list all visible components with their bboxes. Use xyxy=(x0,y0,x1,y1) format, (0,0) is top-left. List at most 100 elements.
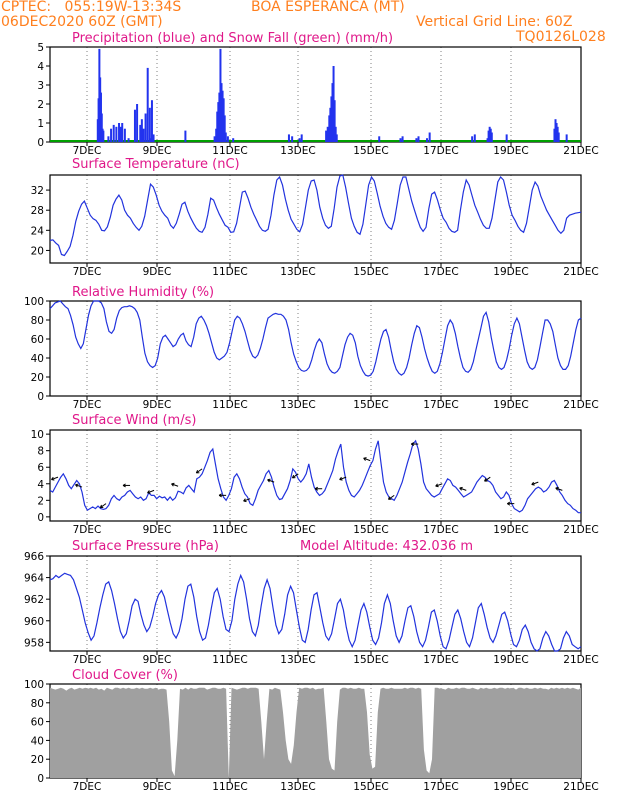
precip-bar-77 xyxy=(565,134,568,142)
precip-ytick-label-1: 1 xyxy=(37,118,44,130)
humidity-ytick-label-0: 0 xyxy=(37,391,44,403)
wind-arrow-shaft-4 xyxy=(147,489,155,494)
wind-arrow-shaft-0 xyxy=(51,476,59,481)
precip-xtick-label-7: 21DEC xyxy=(563,145,598,157)
precip-bar-33 xyxy=(218,92,221,142)
wind-arrow-3 xyxy=(122,483,131,488)
precip-bar-43 xyxy=(287,134,290,142)
humidity-ytick-label-1: 20 xyxy=(31,372,44,384)
humidity-ytick-label-2: 40 xyxy=(31,353,44,365)
precip-bar-60 xyxy=(417,136,420,142)
precip-xtick-label-6: 19DEC xyxy=(493,145,528,157)
pressure-annotation: Model Altitude: 432.036 m xyxy=(300,539,473,554)
precip-bar-55 xyxy=(334,126,337,142)
precip-bar-53 xyxy=(332,66,335,142)
precip-xtick-label-1: 9DEC xyxy=(143,145,172,157)
humidity-title: Relative Humidity (%) xyxy=(72,285,214,300)
precip-bar-37 xyxy=(222,98,225,142)
header-location: BOA ESPERANCA (MT) xyxy=(251,0,405,15)
precip-bar-70 xyxy=(490,132,493,142)
precip-bar-25 xyxy=(150,100,153,142)
cloud-cover-area xyxy=(50,687,581,778)
wind-arrow-head-b-20 xyxy=(531,481,535,485)
precip-bar-13 xyxy=(119,126,122,142)
humidity-ytick-label-3: 60 xyxy=(31,334,44,346)
header-grid-note: Vertical Grid Line: 60Z xyxy=(416,14,573,30)
wind-arrow-head-b-10 xyxy=(291,474,295,479)
precip-bar-48 xyxy=(326,126,329,142)
precip-bar-54 xyxy=(333,100,336,142)
precip-bar-7 xyxy=(102,130,105,142)
precip-bar-51 xyxy=(330,96,333,142)
temperature-xtick-label-1: 9DEC xyxy=(143,266,172,278)
precip-plot-frame xyxy=(49,46,582,143)
wind-arrow-11 xyxy=(314,486,323,491)
precip-bar-46 xyxy=(300,134,303,142)
precip-bar-28 xyxy=(151,136,154,142)
precip-bar-65 xyxy=(473,134,476,142)
humidity-xtick-label-5: 17DEC xyxy=(423,399,458,411)
cloud-ytick-label-0: 0 xyxy=(37,773,44,785)
cloud-xtick-label-3: 13DEC xyxy=(280,781,315,793)
wind-arrow-head-b-21 xyxy=(555,486,559,489)
wind-arrow-9 xyxy=(267,478,275,483)
temperature-ytick-label-0: 20 xyxy=(31,245,44,257)
wind-arrow-14 xyxy=(388,494,395,500)
pressure-xtick-label-7: 21DEC xyxy=(563,654,598,666)
wind-arrow-15 xyxy=(410,442,419,447)
precip-bar-29 xyxy=(184,130,187,142)
wind-ytick-label-3: 6 xyxy=(37,462,44,474)
temperature-ytick-label-1: 24 xyxy=(31,225,45,237)
precip-ytick-label-5: 5 xyxy=(37,42,44,54)
pressure-title: Surface Pressure (hPa) xyxy=(72,539,219,554)
precip-bar-40 xyxy=(226,136,229,142)
precip-xtick-label-4: 15DEC xyxy=(353,145,388,157)
precip-bar-59 xyxy=(415,138,418,142)
precip-ytick-label-3: 3 xyxy=(37,80,44,92)
precip-bar-39 xyxy=(224,132,227,142)
temperature-xtick-label-6: 19DEC xyxy=(493,266,528,278)
precip-bar-23 xyxy=(146,67,149,142)
humidity-xtick-label-3: 13DEC xyxy=(280,399,315,411)
pressure-xtick-label-2: 11DEC xyxy=(212,654,247,666)
wind-arrow-head-b-6 xyxy=(195,469,199,474)
pressure-ytick-label-1: 960 xyxy=(24,616,44,628)
wind-arrow-head-b-15 xyxy=(410,442,415,445)
wind-xtick-label-5: 17DEC xyxy=(423,524,458,536)
precip-bar-50 xyxy=(329,107,332,142)
temperature-ytick-label-2: 28 xyxy=(31,205,44,217)
wind-arrow-shaft-8 xyxy=(243,498,251,502)
temperature-xtick-label-4: 15DEC xyxy=(353,266,388,278)
humidity-series-line xyxy=(49,300,582,377)
pressure-plot-frame xyxy=(49,555,582,652)
wind-arrow-0 xyxy=(51,476,59,481)
wind-arrow-head-b-7 xyxy=(218,493,222,496)
cloud-ytick-label-3: 60 xyxy=(31,717,44,729)
pressure-xtick-label-3: 13DEC xyxy=(280,654,315,666)
wind-arrow-shaft-21 xyxy=(555,487,563,491)
humidity-plot-frame xyxy=(49,300,582,397)
precip-bar-16 xyxy=(127,138,130,142)
pressure-ytick-label-3: 964 xyxy=(24,573,44,585)
temperature-xtick-label-5: 17DEC xyxy=(423,266,458,278)
pressure-ytick-label-4: 966 xyxy=(24,551,44,563)
wind-arrow-7 xyxy=(218,493,227,498)
cloud-xtick-label-7: 21DEC xyxy=(563,781,598,793)
precip-bar-19 xyxy=(139,124,142,142)
cloud-xtick-label-1: 9DEC xyxy=(143,781,172,793)
wind-arrow-head-b-19 xyxy=(507,501,511,505)
wind-arrow-16 xyxy=(435,483,443,488)
precip-bar-31 xyxy=(216,111,219,142)
cloud-xtick-label-5: 17DEC xyxy=(423,781,458,793)
precip-ytick-label-4: 4 xyxy=(37,61,44,73)
humidity-ytick-label-4: 80 xyxy=(31,315,44,327)
temperature-plot-frame xyxy=(49,174,582,264)
precip-bar-10 xyxy=(112,124,115,142)
precip-bar-52 xyxy=(331,83,334,142)
precip-bar-30 xyxy=(215,128,218,142)
pressure-ytick-label-2: 962 xyxy=(24,594,44,606)
precip-bar-15 xyxy=(123,128,126,142)
precip-bar-32 xyxy=(217,102,220,142)
precip-xtick-label-2: 11DEC xyxy=(212,145,247,157)
humidity-xtick-label-7: 21DEC xyxy=(563,399,598,411)
